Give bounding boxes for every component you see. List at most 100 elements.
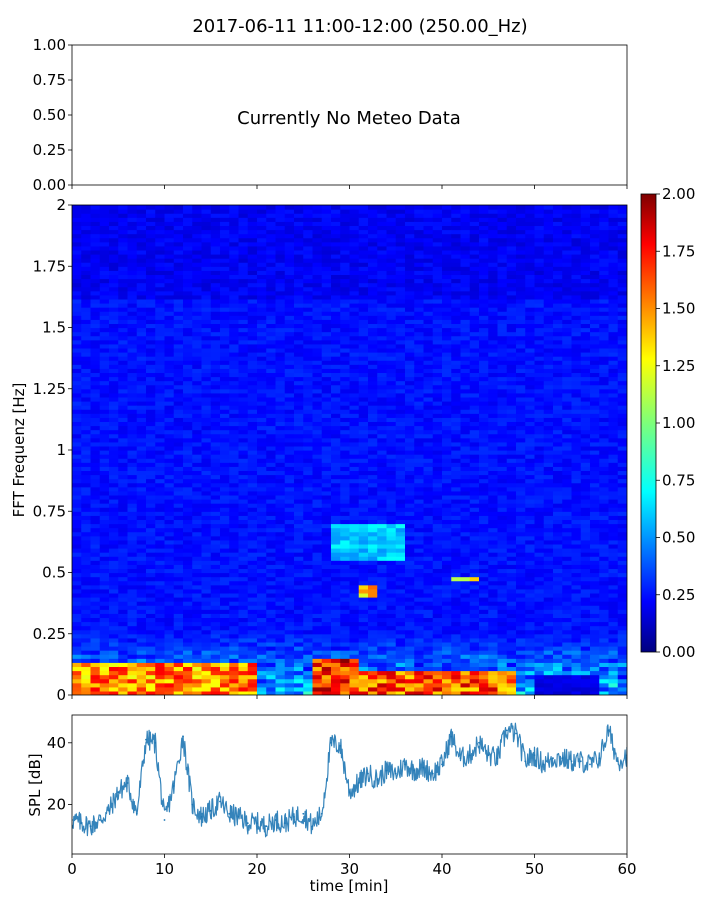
spectrogram-cell: [229, 576, 240, 582]
spectrogram-cell: [358, 401, 369, 406]
spectrogram-cell: [377, 372, 388, 378]
spectrogram-cell: [118, 315, 129, 320]
spectrogram-cell: [155, 572, 166, 578]
spectrogram-cell: [192, 323, 203, 329]
spectrogram-cell: [275, 433, 286, 439]
spectrogram-cell: [99, 245, 110, 251]
spectrogram-cell: [257, 274, 267, 280]
spectrogram-cell: [210, 519, 221, 525]
spectrogram-cell: [321, 686, 332, 692]
spectrogram-cell: [90, 413, 101, 418]
spectrogram-cell: [220, 482, 230, 488]
spectrogram-cell: [183, 637, 193, 643]
spectrogram-cell: [377, 646, 388, 651]
spectrogram-cell: [331, 335, 341, 341]
spectrogram-cell: [257, 531, 267, 537]
spectrogram-cell: [386, 364, 397, 369]
spectrogram-cell: [368, 270, 378, 276]
spectrogram-cell: [257, 286, 267, 292]
spectrogram-cell: [312, 339, 323, 345]
spectrogram-cell: [210, 441, 221, 447]
spectrogram-cell: [432, 356, 443, 361]
spectrogram-cell: [386, 531, 397, 537]
spectrogram-cell: [99, 503, 110, 508]
spectrogram-cell: [368, 535, 378, 541]
spectrogram-cell: [72, 425, 82, 431]
spectrogram-cell: [90, 454, 101, 459]
spectrogram-cell: [386, 629, 397, 635]
spectrogram-cell: [386, 670, 397, 676]
spectrogram-cell: [414, 441, 425, 447]
spectrogram-cell: [340, 515, 351, 521]
spectrogram-cell: [238, 388, 249, 394]
spectrogram-cell: [331, 445, 341, 451]
spectrogram-cell: [386, 303, 397, 308]
spectrogram-cell: [201, 678, 212, 684]
spectrogram-cell: [220, 666, 230, 672]
spectrogram-cell: [386, 290, 397, 296]
spectrogram-cell: [146, 621, 156, 627]
spectrogram-cell: [72, 597, 82, 602]
spectrogram-cell: [414, 315, 425, 320]
spectrogram-cell: [127, 331, 138, 337]
spectrogram-cell: [321, 633, 332, 639]
spectrogram-cell: [432, 294, 443, 300]
spectrogram-cell: [201, 437, 212, 443]
spectrogram-cell: [136, 674, 147, 680]
spectrogram-cell: [118, 690, 129, 695]
spectrogram-cell: [173, 609, 184, 614]
spectrogram-cell: [90, 597, 101, 602]
spectrogram-cell: [442, 580, 452, 586]
spectrogram-cell: [377, 633, 388, 639]
spectrogram-cell: [386, 368, 397, 374]
spectrogram-cell: [266, 682, 277, 688]
spectrogram-cell: [312, 409, 323, 414]
spectrogram-cell: [99, 282, 110, 288]
spectrogram-cell: [405, 556, 415, 561]
spectrogram-cell: [257, 433, 267, 439]
spectrogram-cell: [257, 392, 267, 398]
spectrogram-cell: [72, 278, 82, 284]
spectrogram-cell: [109, 486, 119, 492]
spectrogram-cell: [220, 633, 230, 639]
spectrogram-cell: [99, 335, 110, 341]
spectrogram-cell: [136, 686, 147, 692]
spectrogram-cell: [192, 682, 203, 688]
spectrogram-cell: [192, 690, 203, 695]
spectrogram-cell: [238, 401, 249, 406]
spectrogram-cell: [414, 478, 425, 484]
spectrogram-cell: [192, 539, 203, 545]
spectrogram-cell: [432, 580, 443, 586]
spectrogram-cell: [442, 543, 452, 549]
spectrogram-cell: [405, 441, 415, 447]
spectrogram-cell: [164, 241, 175, 247]
spectrogram-cell: [303, 617, 314, 623]
spectrogram-cell: [368, 658, 378, 663]
spectrogram-cell: [183, 266, 193, 271]
spectrogram-cell: [349, 674, 360, 680]
spectrogram-cell: [321, 690, 332, 695]
spectrogram-cell: [164, 409, 175, 414]
spectrogram-cell: [395, 323, 406, 329]
spectrogram-cell: [358, 225, 369, 231]
spectrogram-cell: [331, 637, 341, 643]
spectrogram-cell: [442, 678, 452, 684]
spectrogram-cell: [146, 298, 156, 304]
spectrogram-cell: [312, 560, 323, 565]
spectrogram-cell: [183, 339, 193, 345]
spectrogram-cell: [368, 258, 378, 263]
spectrogram-cell: [303, 437, 314, 443]
spectrogram-cell: [451, 682, 462, 688]
spectrogram-cell: [127, 519, 138, 525]
spectrogram-cell: [118, 245, 129, 251]
spectrogram-cell: [284, 249, 295, 255]
spectrogram-cell: [220, 507, 230, 512]
spectrogram-cell: [118, 376, 129, 382]
spectrogram-cell: [192, 417, 203, 423]
spectrogram-cell: [136, 270, 147, 276]
spectrogram-cell: [90, 433, 101, 439]
spectrogram-cell: [99, 437, 110, 443]
spectrogram-cell: [220, 478, 230, 484]
spectrogram-cell: [321, 274, 332, 280]
spectrogram-cell: [294, 209, 304, 214]
